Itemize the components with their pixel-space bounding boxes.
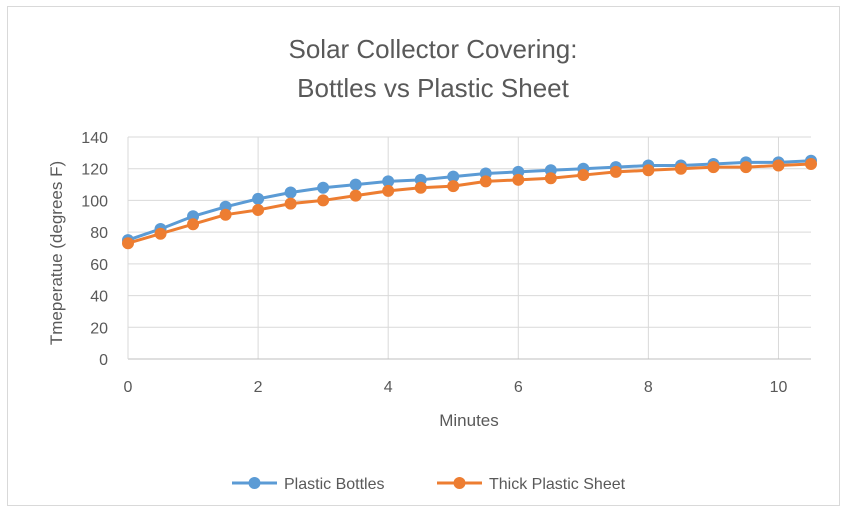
data-point-thick-plastic-sheet xyxy=(772,159,785,172)
y-tick-label: 20 xyxy=(90,320,108,337)
data-point-thick-plastic-sheet xyxy=(609,165,622,178)
x-tick-label: 8 xyxy=(644,379,653,396)
data-point-plastic-bottles xyxy=(382,175,395,188)
y-tick-label: 60 xyxy=(90,257,108,274)
y-tick-label: 80 xyxy=(90,225,108,242)
data-point-thick-plastic-sheet xyxy=(349,189,362,202)
series-line-thick-plastic-sheet xyxy=(127,162,812,245)
chart-frame xyxy=(7,6,840,506)
data-point-plastic-bottles xyxy=(349,178,362,191)
data-point-thick-plastic-sheet xyxy=(707,161,720,174)
y-tick-label: 40 xyxy=(90,289,108,306)
y-axis-label: Tmeperatue (degrees F) xyxy=(47,161,66,345)
data-point-thick-plastic-sheet xyxy=(642,164,655,177)
data-point-thick-plastic-sheet xyxy=(447,180,460,193)
legend-marker-plastic-bottles xyxy=(248,477,261,489)
data-point-thick-plastic-sheet xyxy=(544,172,557,185)
data-point-plastic-bottles xyxy=(284,186,297,199)
y-tick-label: 120 xyxy=(81,162,108,179)
legend: Plastic Bottles Thick Plastic Sheet xyxy=(232,476,626,493)
data-point-thick-plastic-sheet xyxy=(414,181,427,194)
data-point-thick-plastic-sheet xyxy=(317,194,330,207)
chart-title-line-1: Solar Collector Covering: xyxy=(288,34,577,64)
x-axis-label: Minutes xyxy=(439,411,499,430)
x-tick-label: 4 xyxy=(384,379,393,396)
legend-item-thick-plastic-sheet: Thick Plastic Sheet xyxy=(437,476,626,493)
x-tick-label: 2 xyxy=(254,379,263,396)
x-tick-label: 6 xyxy=(514,379,523,396)
x-tick-label: 10 xyxy=(770,379,788,396)
data-point-thick-plastic-sheet xyxy=(739,161,752,174)
data-point-thick-plastic-sheet xyxy=(154,227,167,240)
legend-label-plastic-bottles: Plastic Bottles xyxy=(284,476,384,493)
data-point-thick-plastic-sheet xyxy=(219,208,232,221)
series-line-plastic-bottles xyxy=(127,159,812,242)
legend-label-thick-plastic-sheet: Thick Plastic Sheet xyxy=(489,476,626,493)
data-point-plastic-bottles xyxy=(317,181,330,194)
data-point-thick-plastic-sheet xyxy=(122,237,134,250)
data-point-thick-plastic-sheet xyxy=(805,157,817,170)
tick-labels: 0 20 40 60 80 100 120 140 0 2 4 6 8 10 xyxy=(81,130,787,396)
data-point-thick-plastic-sheet xyxy=(187,218,200,231)
y-tick-label: 0 xyxy=(99,352,108,369)
data-point-plastic-bottles xyxy=(252,192,265,205)
legend-marker-thick-plastic-sheet xyxy=(453,477,466,489)
chart-title-line-2: Bottles vs Plastic Sheet xyxy=(297,73,569,103)
data-point-thick-plastic-sheet xyxy=(512,173,525,186)
series-thick-plastic-sheet xyxy=(122,157,817,250)
data-point-thick-plastic-sheet xyxy=(284,197,297,210)
data-point-thick-plastic-sheet xyxy=(382,184,395,197)
legend-item-plastic-bottles: Plastic Bottles xyxy=(232,476,384,493)
data-point-thick-plastic-sheet xyxy=(577,169,590,182)
data-point-thick-plastic-sheet xyxy=(674,162,687,175)
data-point-thick-plastic-sheet xyxy=(252,203,265,216)
data-point-plastic-bottles xyxy=(447,170,460,183)
data-point-thick-plastic-sheet xyxy=(479,175,492,188)
y-tick-label: 140 xyxy=(81,130,108,147)
y-tick-label: 100 xyxy=(81,193,108,210)
series xyxy=(122,154,817,250)
x-tick-label: 0 xyxy=(124,379,133,396)
